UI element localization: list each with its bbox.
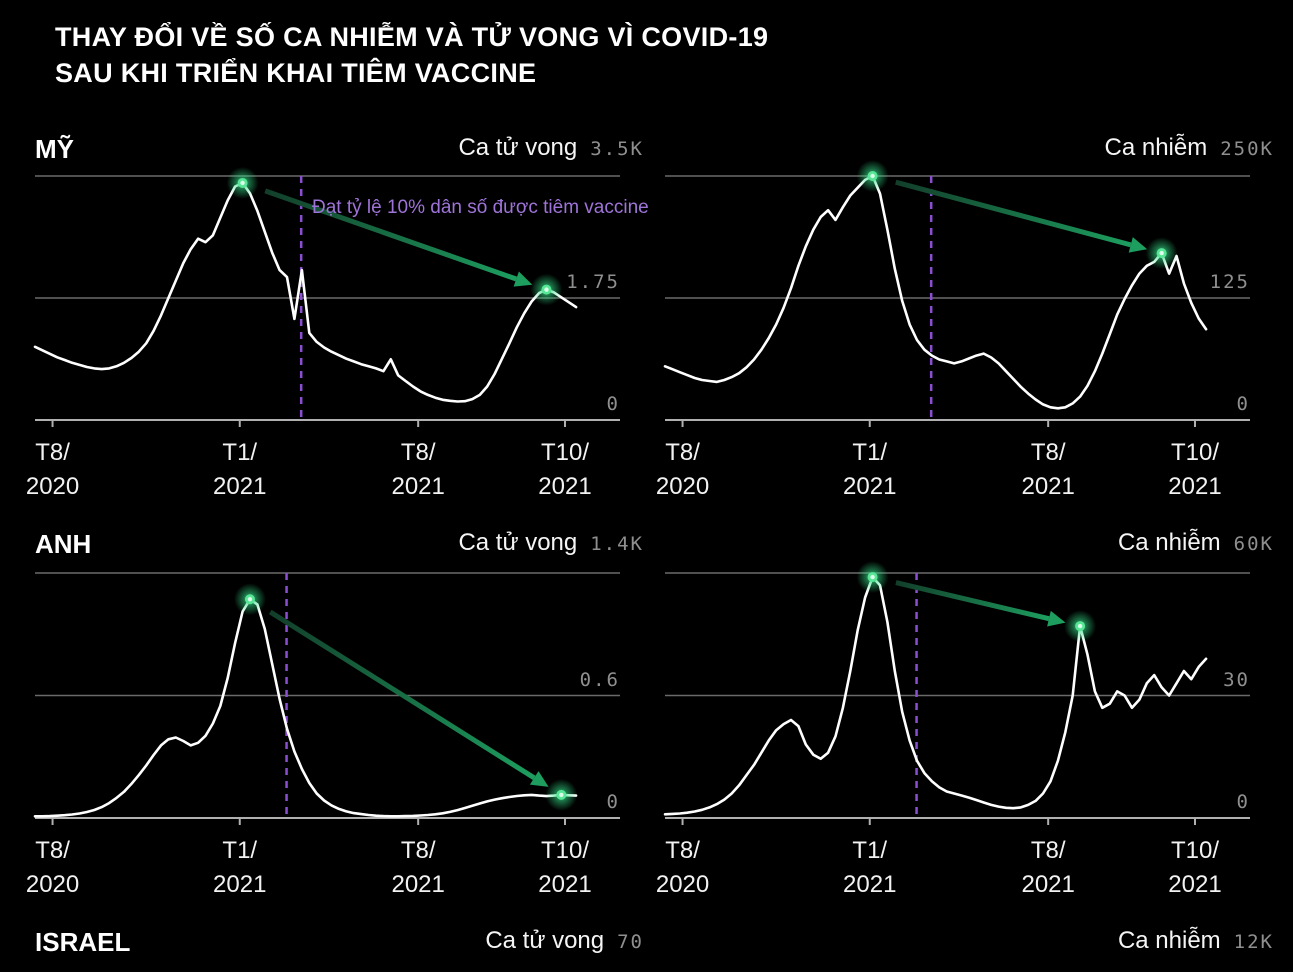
us-deaths-series-line xyxy=(33,181,578,403)
uk-deaths-y-axis-mid-label: 0.6 xyxy=(579,668,620,691)
us-deaths-metric-label: Ca tử vong xyxy=(458,134,578,161)
title-line-1: THAY ĐỔI VỀ SỐ CA NHIỄM VÀ TỬ VONG VÌ CO… xyxy=(55,22,769,52)
us-cases-peak-dot-center-1 xyxy=(1159,250,1164,256)
vaccine-threshold-annotation: Đạt tỷ lệ 10% dân số được tiêm vaccine xyxy=(312,197,649,218)
uk-deaths-trend-arrow xyxy=(268,609,536,780)
uk-cases-x-tick-label-3: T10/2021 xyxy=(1168,837,1222,899)
us-cases-y-axis-mid-label: 125 xyxy=(1209,271,1250,293)
us-deaths-y-axis-mid-label: 1.75 xyxy=(566,271,620,293)
uk-deaths-header: Ca tử vong 1.4K xyxy=(35,529,644,557)
us-cases-metric-label: Ca nhiễm xyxy=(1104,134,1208,161)
us-deaths-country-label: MỸ xyxy=(35,134,74,164)
uk-deaths-y-axis-zero-label: 0 xyxy=(606,791,620,813)
uk-deaths-peak-dot-center-0 xyxy=(247,597,253,602)
uk-cases-x-tick-label-2: T8/2021 xyxy=(1021,837,1075,899)
israel-cases-header: Ca nhiễm 12K xyxy=(665,927,1274,955)
uk-deaths-x-tick-label-2: T8/2021 xyxy=(391,837,445,899)
us-cases-x-tick-label-3: T10/2021 xyxy=(1168,439,1222,501)
uk-deaths-metric-label: Ca tử vong xyxy=(458,529,578,556)
uk-deaths-trend-arrow-head xyxy=(529,771,549,787)
uk-deaths-x-tick-label-3: T10/2021 xyxy=(538,837,592,899)
uk-cases-peak-dot-center-0 xyxy=(870,574,875,580)
uk-cases-header: Ca nhiễm 60K xyxy=(665,529,1274,557)
us-deaths-x-tick-label-3: T10/2021 xyxy=(538,439,592,501)
us-cases-y-axis-max-label: 250K xyxy=(1220,138,1274,160)
israel-cases-metric-label: Ca nhiễm xyxy=(1117,927,1221,954)
us-deaths-x-tick-label-2: T8/2021 xyxy=(391,439,445,501)
israel-deaths-header: Ca tử vong 70 xyxy=(35,927,644,955)
us-deaths-x-tick-label-0: T8/2020 xyxy=(25,439,80,501)
us-deaths-trend-arrow-head xyxy=(513,271,533,287)
uk-cases-trend-arrow-head xyxy=(1047,610,1066,627)
israel-deaths-country-label: ISRAEL xyxy=(35,927,131,957)
us-deaths-y-axis-max-label: 3.5K xyxy=(590,138,644,160)
us-cases-trend-arrow-head xyxy=(1128,237,1148,253)
israel-deaths-y-axis-max-label: 70 xyxy=(617,931,644,953)
us-cases-series-line xyxy=(663,174,1208,410)
uk-cases-y-axis-mid-label: 30 xyxy=(1223,668,1250,691)
us-cases-header: Ca nhiễm 250K xyxy=(665,134,1274,162)
us-deaths-x-tick-label-1: T1/2021 xyxy=(213,439,267,501)
us-cases-x-tick-label-1: T1/2021 xyxy=(843,439,897,501)
us-deaths-header: Ca tử vong 3.5K xyxy=(35,134,644,162)
uk-cases-y-axis-max-label: 60K xyxy=(1233,533,1274,555)
us-deaths-y-axis-zero-label: 0 xyxy=(606,393,620,415)
us-cases-x-tick-label-2: T8/2021 xyxy=(1021,439,1075,501)
israel-deaths-metric-label: Ca tử vong xyxy=(485,927,605,954)
uk-cases-trend-arrow xyxy=(895,580,1050,622)
uk-cases-x-tick-label-0: T8/2020 xyxy=(655,837,710,899)
uk-deaths-x-tick-label-0: T8/2020 xyxy=(25,837,80,899)
page-title: THAY ĐỔI VỀ SỐ CA NHIỄM VÀ TỬ VONG VÌ CO… xyxy=(55,20,768,91)
us-deaths-peak-dot-center-1 xyxy=(544,287,549,292)
uk-deaths-y-axis-max-label: 1.4K xyxy=(590,533,644,555)
uk-cases-peak-dot-center-1 xyxy=(1077,623,1083,629)
us-deaths-trend-arrow xyxy=(264,188,518,282)
us-cases-x-tick-label-0: T8/2020 xyxy=(655,439,710,501)
israel-cases-y-axis-max-label: 12K xyxy=(1233,931,1274,953)
uk-deaths-x-tick-label-1: T1/2021 xyxy=(213,837,267,899)
uk-cases-metric-label: Ca nhiễm xyxy=(1117,529,1221,556)
uk-cases-series-line xyxy=(663,575,1208,816)
uk-cases-y-axis-zero-label: 0 xyxy=(1236,791,1250,813)
us-cases-peak-dot-center-0 xyxy=(870,173,875,179)
title-line-2: SAU KHI TRIỂN KHAI TIÊM VACCINE xyxy=(55,57,537,88)
uk-cases-x-tick-label-1: T1/2021 xyxy=(843,837,897,899)
uk-deaths-country-label: ANH xyxy=(35,529,92,559)
us-cases-y-axis-zero-label: 0 xyxy=(1236,393,1250,415)
uk-deaths-peak-dot-center-1 xyxy=(559,792,564,798)
us-cases-trend-arrow xyxy=(895,179,1132,248)
us-deaths-peak-dot-center-0 xyxy=(240,180,245,186)
uk-deaths-series-line xyxy=(33,597,578,818)
